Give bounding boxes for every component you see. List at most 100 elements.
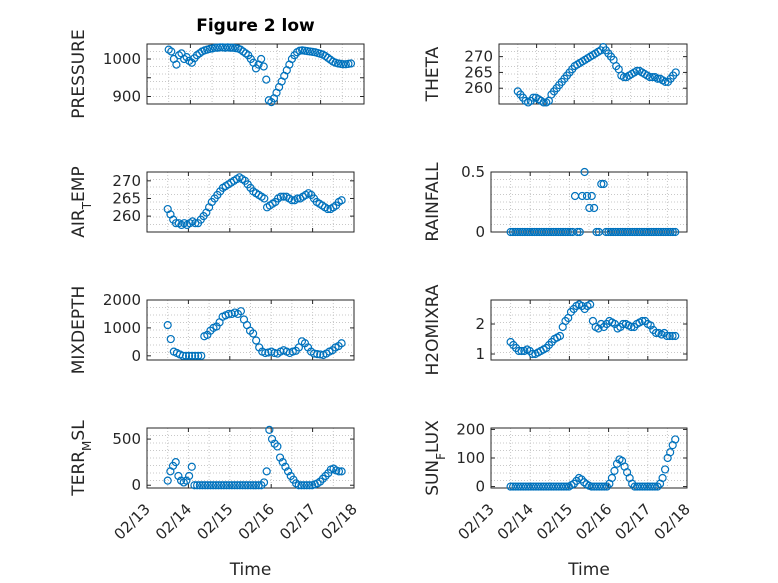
data-point — [241, 49, 250, 58]
data-point — [238, 481, 247, 490]
data-point — [666, 448, 675, 457]
data-point — [539, 98, 548, 107]
data-point — [273, 442, 282, 451]
x-tick-label: 02/13 — [455, 500, 498, 543]
data-point — [217, 481, 226, 490]
data-point — [665, 331, 674, 341]
data-point — [276, 192, 285, 201]
x-axis-label: Time — [229, 560, 272, 580]
x-tick-label: 02/14 — [152, 500, 195, 543]
data-point — [313, 350, 322, 359]
data-point — [514, 346, 523, 356]
data-point — [259, 478, 269, 487]
data-point — [188, 351, 197, 360]
data-point — [222, 481, 231, 490]
y-tick-label: 270 — [464, 48, 493, 66]
data-point — [184, 351, 194, 360]
data-point — [582, 191, 592, 201]
data-point — [246, 481, 255, 490]
data-point — [182, 476, 191, 485]
data-point — [262, 75, 271, 84]
y-tick-label: 2 — [475, 315, 485, 333]
data-point — [305, 481, 314, 490]
data-point — [265, 425, 274, 434]
data-point — [653, 74, 662, 83]
data-point — [619, 319, 628, 329]
data-point — [262, 467, 271, 476]
y-tick-label: 2000 — [103, 291, 141, 309]
data-point — [163, 321, 172, 330]
data-point — [190, 481, 199, 490]
data-point — [302, 481, 311, 490]
x-tick-label: 02/16 — [235, 500, 278, 543]
x-tick-label: 02/17 — [276, 500, 319, 543]
data-point — [194, 351, 203, 360]
data-point — [586, 300, 595, 309]
data-point — [174, 471, 183, 481]
data-point — [610, 466, 619, 475]
data-point — [249, 481, 258, 490]
data-point — [219, 481, 228, 490]
data-point — [198, 481, 207, 490]
data-point — [264, 96, 273, 105]
data-point — [270, 348, 279, 358]
axes-box — [146, 43, 365, 105]
axes-box — [498, 43, 688, 105]
data-point — [297, 481, 306, 490]
data-point — [597, 482, 606, 491]
axes-box — [146, 171, 355, 233]
x-tick-label: 02/18 — [651, 500, 694, 543]
axes-box — [490, 171, 688, 233]
data-point — [648, 482, 657, 491]
data-point — [230, 481, 239, 490]
data-point — [339, 60, 348, 69]
data-point — [243, 481, 253, 490]
data-point — [668, 331, 677, 341]
data-point — [671, 227, 680, 237]
x-tick-label: 02/16 — [572, 500, 615, 543]
data-point — [658, 473, 667, 483]
data-point — [559, 482, 568, 491]
y-tick-label: 900 — [112, 88, 141, 106]
data-point — [529, 93, 538, 102]
data-point — [210, 43, 220, 52]
data-point — [555, 331, 565, 341]
data-point — [585, 203, 594, 213]
x-tick-label: 02/18 — [318, 500, 361, 543]
data-point — [648, 73, 657, 82]
data-point — [249, 329, 258, 338]
data-point — [592, 227, 601, 237]
data-point — [316, 477, 325, 486]
data-point — [197, 351, 206, 360]
data-point — [562, 482, 571, 491]
data-point — [233, 481, 242, 490]
data-point — [528, 349, 537, 359]
data-point — [587, 191, 596, 201]
data-point — [563, 227, 572, 237]
x-tick-label: 02/14 — [494, 500, 537, 543]
data-point — [310, 349, 319, 358]
y-axis-label: H2OMIXRA — [423, 284, 443, 375]
y-tick-label: 0.5 — [461, 163, 485, 181]
y-tick-label: 260 — [464, 79, 493, 97]
x-axis-label: Time — [567, 560, 610, 580]
data-point — [187, 462, 196, 471]
y-tick-label: 0 — [475, 478, 485, 496]
data-point — [321, 471, 330, 481]
data-point — [187, 58, 196, 67]
data-point — [163, 476, 172, 485]
data-point — [172, 60, 181, 69]
y-axis-label: MIXDEPTH — [69, 286, 89, 375]
data-point — [590, 203, 599, 213]
y-tick-label: 1000 — [103, 319, 141, 337]
data-point — [651, 328, 661, 338]
data-point — [619, 73, 629, 82]
data-point — [267, 434, 277, 444]
y-axis-label: RAINFALL — [423, 162, 443, 242]
data-point — [597, 179, 606, 189]
y-tick-label: 100 — [456, 449, 485, 467]
data-point — [201, 481, 210, 490]
data-point — [171, 219, 181, 228]
data-point — [275, 453, 285, 462]
